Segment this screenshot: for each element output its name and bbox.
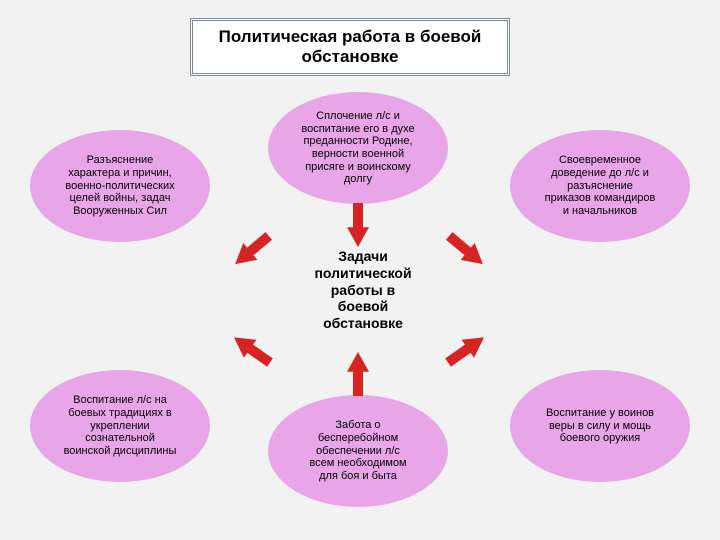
center-label-text: Задачиполитическойработы вбоевойобстанов… [314, 248, 411, 331]
title-box: Политическая работа в боевойобстановке [190, 18, 510, 76]
arrow-3 [228, 328, 277, 371]
arrow-5 [347, 352, 369, 396]
title-text: Политическая работа в боевойобстановке [219, 27, 482, 68]
arrow-2 [442, 227, 490, 272]
ellipse-top: Сплочение л/с ивоспитание его в духепред… [268, 92, 448, 204]
ellipse-bottom: Забота обесперебойномобеспечении л/свсем… [268, 395, 448, 507]
ellipse-tl-text: Разъяснениехарактера и причин,военно-пол… [65, 154, 174, 217]
ellipse-br: Воспитание у воиновверы в силу и мощьбое… [510, 370, 690, 482]
ellipse-tr: Своевременноедоведение до л/с иразъяснен… [510, 130, 690, 242]
ellipse-tr-text: Своевременноедоведение до л/с иразъяснен… [545, 154, 656, 217]
ellipse-bl: Воспитание л/с набоевых традициях вукреп… [30, 370, 210, 482]
ellipse-bl-text: Воспитание л/с набоевых традициях вукреп… [64, 394, 177, 457]
arrow-4 [442, 328, 491, 371]
ellipse-bottom-text: Забота обесперебойномобеспечении л/свсем… [309, 419, 406, 482]
arrow-1 [228, 227, 276, 272]
center-label: Задачиполитическойработы вбоевойобстанов… [288, 248, 438, 332]
arrow-0 [347, 203, 369, 247]
ellipse-top-text: Сплочение л/с ивоспитание его в духепред… [301, 110, 414, 186]
ellipse-br-text: Воспитание у воиновверы в силу и мощьбое… [546, 407, 654, 445]
ellipse-tl: Разъяснениехарактера и причин,военно-пол… [30, 130, 210, 242]
